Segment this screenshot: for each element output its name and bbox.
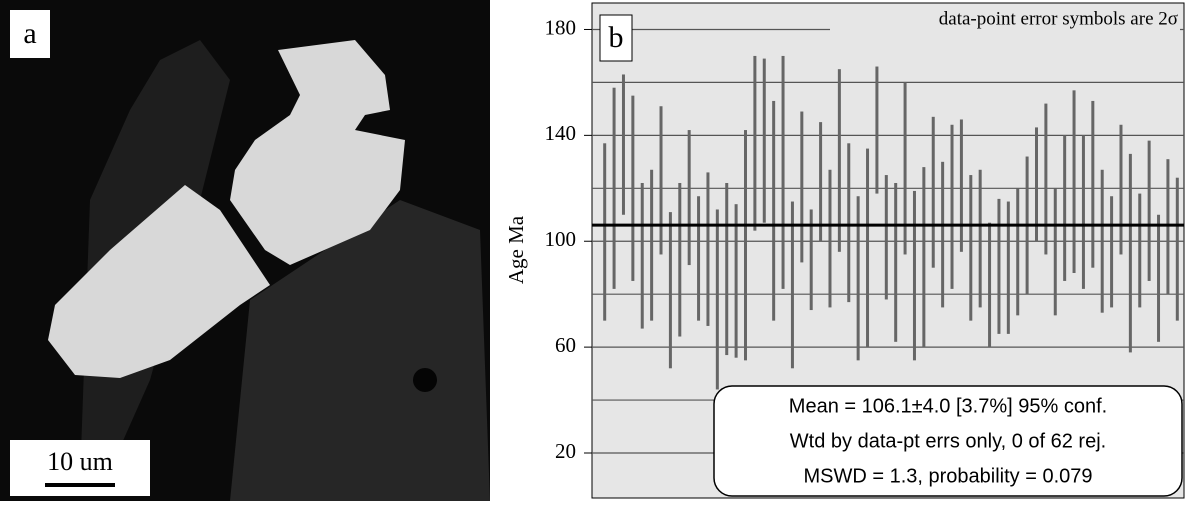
- error-bar: [631, 95, 635, 281]
- error-bar: [744, 130, 747, 361]
- error-bar: [903, 82, 907, 255]
- error-bar: [640, 183, 644, 329]
- pit: [413, 368, 437, 392]
- error-bar: [969, 175, 973, 321]
- panel-a: a 10 um: [0, 0, 490, 501]
- error-bar: [687, 130, 691, 266]
- error-bar: [1100, 169, 1104, 313]
- error-bar: [1119, 124, 1123, 255]
- annotation-box: [830, 7, 1180, 33]
- error-bar: [1128, 153, 1132, 353]
- error-bar: [931, 116, 935, 268]
- error-bar: [612, 87, 616, 289]
- error-bar: [781, 55, 785, 289]
- error-bar: [922, 167, 926, 348]
- error-bar: [1157, 214, 1161, 342]
- error-bar: [866, 148, 870, 348]
- stats-line: MSWD = 1.3, probability = 0.079: [803, 465, 1092, 487]
- error-bar: [856, 196, 860, 361]
- error-bar: [1175, 177, 1179, 321]
- error-bar: [875, 66, 879, 194]
- error-bar: [678, 183, 682, 337]
- error-bar: [1166, 159, 1170, 295]
- y-axis-label: Age Ma: [504, 215, 528, 284]
- error-bar: [1053, 188, 1057, 316]
- error-bar: [659, 106, 663, 255]
- panel-label: b: [609, 21, 624, 54]
- error-bar: [978, 169, 982, 308]
- crystal: [230, 40, 405, 265]
- error-bar: [725, 183, 729, 356]
- error-bar: [1063, 135, 1067, 281]
- panel-label-box: [10, 10, 50, 58]
- error-bar: [950, 124, 954, 289]
- error-bar: [715, 209, 719, 390]
- error-bar: [800, 111, 804, 263]
- scale-bar: [45, 483, 115, 487]
- error-bar: [734, 204, 738, 358]
- error-bar: [1091, 100, 1095, 268]
- error-bar: [603, 143, 607, 321]
- dark-region: [230, 200, 490, 501]
- error-bar: [697, 196, 701, 321]
- error-bar: [1147, 140, 1151, 281]
- error-bar: [772, 100, 776, 321]
- error-bar: [988, 222, 992, 348]
- crystal: [48, 185, 270, 378]
- error-bar: [847, 143, 851, 303]
- error-bar: [706, 172, 710, 326]
- y-tick-label: 140: [545, 121, 577, 145]
- y-tick-label: 180: [545, 15, 577, 39]
- error-bar: [837, 69, 841, 252]
- error-bar: [884, 175, 888, 300]
- y-tick-label: 20: [555, 439, 576, 463]
- stats-line: Mean = 106.1±4.0 [3.7%] 95% conf.: [789, 395, 1107, 417]
- error-bar: [1081, 135, 1085, 289]
- error-bar: [894, 183, 898, 342]
- error-bar: [1016, 188, 1020, 316]
- panel-b: 20 60 100 140 180 Age Ma b data-point error sym…: [504, 2, 1185, 499]
- panel-label: a: [23, 17, 36, 50]
- error-bar: [753, 55, 757, 231]
- error-bar: [997, 198, 1001, 334]
- error-bar: [828, 169, 832, 308]
- stats-box: [713, 385, 1183, 497]
- error-bar: [959, 119, 963, 252]
- error-bar: [621, 74, 625, 215]
- scale-label: 10 um: [47, 447, 113, 476]
- error-bar: [1044, 103, 1048, 255]
- error-bar: [1072, 90, 1076, 274]
- y-tick-label: 60: [555, 333, 576, 357]
- error-bar: [790, 201, 794, 369]
- error-bar: [1006, 201, 1010, 334]
- error-bar: [1035, 127, 1038, 242]
- panel-label-box: [599, 14, 633, 62]
- error-bar: [668, 212, 672, 369]
- error-bar: [819, 122, 823, 242]
- error-bar: [1110, 196, 1114, 308]
- annotation: data-point error symbols are 2σ: [939, 8, 1178, 29]
- error-bar: [809, 209, 813, 311]
- error-bar: [912, 190, 916, 361]
- error-bar: [941, 161, 945, 308]
- stats-line: Wtd by data-pt errs only, 0 of 62 rej.: [790, 430, 1106, 452]
- error-bar: [650, 169, 654, 321]
- error-bar: [762, 58, 766, 223]
- error-bar: [1138, 193, 1142, 308]
- y-tick-label: 100: [545, 227, 577, 251]
